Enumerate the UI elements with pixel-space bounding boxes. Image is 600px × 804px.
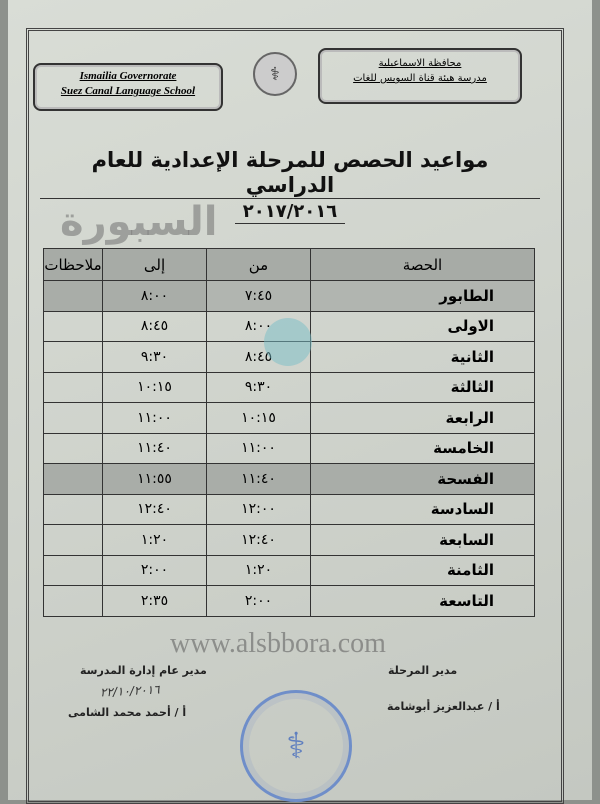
cell-notes — [43, 310, 103, 342]
table-row: الثامنة ١:٢٠ ٢:٠٠ — [43, 554, 535, 586]
cell-period: السادسة — [310, 493, 535, 525]
cell-period: الخامسة — [310, 432, 535, 464]
caduceus-icon: ⚕ — [270, 63, 280, 85]
governorate-en: Ismailia Governorate — [79, 70, 177, 82]
school-name-ar: مدرسة هيئة قناة السويس للغات — [353, 73, 487, 84]
cell-notes — [43, 524, 103, 556]
table-header-row: الحصة من إلى ملاحظات — [43, 248, 535, 281]
cell-from: ١:٢٠ — [206, 554, 311, 586]
arabic-header-box: محافظة الاسماعيلية مدرسة هيئة قناة السوي… — [318, 48, 522, 104]
stamp-caduceus-icon: ⚕ — [286, 725, 306, 767]
cell-notes — [43, 493, 103, 525]
table-row: السادسة ١٢:٠٠ ١٢:٤٠ — [43, 493, 535, 525]
school-name-en: Suez Canal Language School — [60, 85, 196, 97]
cell-from: ١١:٤٠ — [206, 463, 311, 495]
table-row: الثانية ٨:٤٥ ٩:٣٠ — [43, 341, 535, 373]
school-logo: ⚕ — [253, 52, 297, 96]
header-period: الحصة — [310, 248, 535, 281]
cell-notes — [43, 432, 103, 464]
academic-year: ٢٠١٧/٢٠١٦ — [235, 201, 345, 224]
cell-notes — [43, 554, 103, 586]
cell-to: ٨:٠٠ — [102, 280, 207, 312]
table-row: السابعة ١٢:٤٠ ١:٢٠ — [43, 524, 535, 556]
cell-to: ١٠:١٥ — [102, 371, 207, 403]
header-from: من — [206, 248, 311, 281]
cell-period: الثانية — [310, 341, 535, 373]
cell-from: ١٠:١٥ — [206, 402, 311, 434]
school-stamp: ⚕ — [240, 690, 352, 802]
title-line: مواعيد الحصص للمرحلة الإعدادية للعام الد… — [40, 148, 540, 199]
cell-period: السابعة — [310, 524, 535, 556]
cell-period: الطابور — [310, 280, 535, 312]
cell-to: ٢:٣٥ — [102, 585, 207, 617]
cell-to: ٨:٤٥ — [102, 310, 207, 342]
cell-notes — [43, 463, 103, 495]
left-signature-name: أ / أحمد محمد الشامى — [68, 706, 187, 719]
header-notes: ملاحظات — [43, 248, 103, 281]
cell-notes — [43, 371, 103, 403]
table-row: الثالثة ٩:٣٠ ١٠:١٥ — [43, 371, 535, 403]
cell-from: ١٢:٤٠ — [206, 524, 311, 556]
cell-to: ١٢:٤٠ — [102, 493, 207, 525]
cell-period: الاولى — [310, 310, 535, 342]
cell-to: ١:٢٠ — [102, 524, 207, 556]
table-row: الفسحة ١١:٤٠ ١١:٥٥ — [43, 463, 535, 495]
english-header-box: Ismailia Governorate Suez Canal Language… — [33, 63, 223, 111]
cell-notes — [43, 280, 103, 312]
cell-to: ٢:٠٠ — [102, 554, 207, 586]
table-row: التاسعة ٢:٠٠ ٢:٣٥ — [43, 585, 535, 617]
schedule-table: الحصة من إلى ملاحظات الطابور ٧:٤٥ ٨:٠٠ الاو… — [43, 248, 535, 617]
table-row: الطابور ٧:٤٥ ٨:٠٠ — [43, 280, 535, 312]
cell-to: ١١:٥٥ — [102, 463, 207, 495]
cell-to: ١١:٠٠ — [102, 402, 207, 434]
cell-period: الفسحة — [310, 463, 535, 495]
cell-period: التاسعة — [310, 585, 535, 617]
cell-notes — [43, 341, 103, 373]
watermark-logo-icon — [264, 318, 312, 366]
right-signature-name: أ / عبدالعزيز أبوشامة — [387, 700, 500, 713]
cell-from: ٢:٠٠ — [206, 585, 311, 617]
page-title: مواعيد الحصص للمرحلة الإعدادية للعام الد… — [40, 148, 540, 224]
cell-period: الرابعة — [310, 402, 535, 434]
right-signature-title: مدير المرحلة — [388, 664, 458, 677]
cell-notes — [43, 585, 103, 617]
left-signature-title: مدير عام إدارة المدرسة — [80, 664, 207, 677]
cell-from: ٧:٤٥ — [206, 280, 311, 312]
cell-to: ٩:٣٠ — [102, 341, 207, 373]
cell-period: الثالثة — [310, 371, 535, 403]
cell-from: ١١:٠٠ — [206, 432, 311, 464]
cell-period: الثامنة — [310, 554, 535, 586]
cell-notes — [43, 402, 103, 434]
cell-to: ١١:٤٠ — [102, 432, 207, 464]
header-to: إلى — [102, 248, 207, 281]
table-row: الرابعة ١٠:١٥ ١١:٠٠ — [43, 402, 535, 434]
cell-from: ٩:٣٠ — [206, 371, 311, 403]
cell-from: ١٢:٠٠ — [206, 493, 311, 525]
governorate-ar: محافظة الاسماعيلية — [378, 58, 462, 69]
table-row: الخامسة ١١:٠٠ ١١:٤٠ — [43, 432, 535, 464]
